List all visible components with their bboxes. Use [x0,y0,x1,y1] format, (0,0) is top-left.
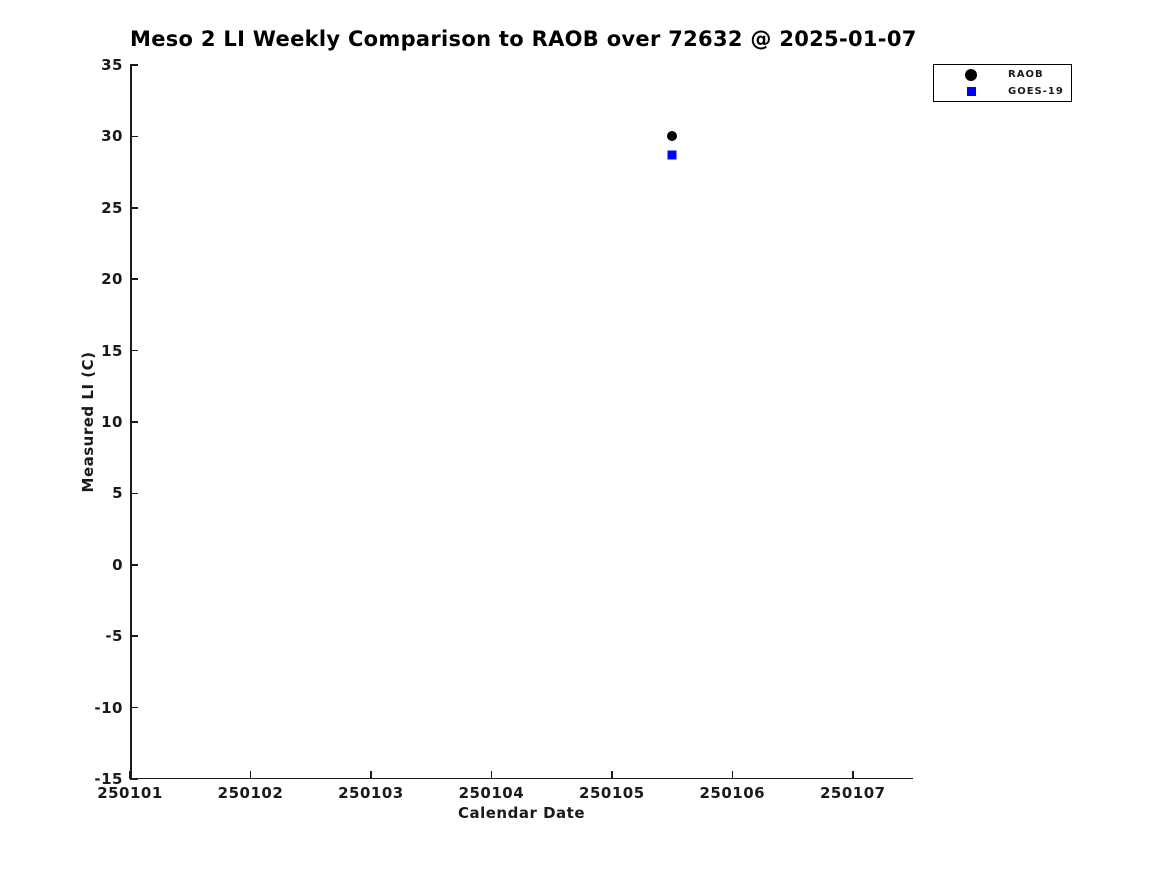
y-tick-mark [130,207,138,209]
x-tick-label: 250103 [338,784,404,802]
legend-marker-cell [934,68,1008,81]
y-tick-label: 5 [112,484,123,503]
y-tick-mark [130,635,138,637]
x-tick-label: 250106 [699,784,766,802]
legend-row-raob: RAOB [934,68,1071,82]
x-tick-mark [129,771,131,779]
y-tick-label: -10 [94,698,123,717]
chart-title: Meso 2 LI Weekly Comparison to RAOB over… [130,27,917,51]
y-tick-mark [130,564,138,566]
x-axis-spine [130,777,913,779]
square-marker-icon [966,86,976,96]
y-tick-label: -5 [105,627,123,646]
legend-label: RAOB [1008,69,1044,81]
legend-marker-cell [934,86,1008,96]
x-axis-label: Calendar Date [457,804,586,822]
circle-marker-icon [965,68,977,81]
y-tick-label: 0 [112,555,123,574]
data-point-raob [667,131,678,142]
x-tick-mark [611,771,613,779]
x-tick-mark [249,771,252,779]
x-tick-mark [852,771,854,779]
x-tick-label: 250102 [217,784,284,802]
data-point-goes-19 [667,150,677,160]
y-tick-label: 20 [101,270,123,289]
y-tick-label: -15 [94,770,123,788]
y-tick-label: 15 [101,341,123,360]
legend-label: GOES-19 [1008,85,1064,97]
y-tick-mark [130,421,138,423]
legend-entries: RAOB GOES-19 [934,65,1071,101]
y-tick-mark [130,135,138,138]
x-tick-mark [490,771,493,779]
y-tick-mark [130,349,138,352]
plot-area: -15 -10 -5 0 5 10 15 20 25 30 35 250101 250102 25010… [94,56,913,802]
x-tick-label: 250105 [579,784,645,802]
legend: RAOB GOES-19 [933,64,1072,102]
y-tick-label: 35 [101,56,123,74]
y-tick-label: 10 [101,413,123,431]
y-tick-mark [130,706,138,709]
y-tick-label: 25 [101,198,123,217]
x-tick-label: 250107 [819,784,886,802]
x-tick-label: 250104 [458,784,525,802]
y-tick-mark [130,778,138,780]
x-tick-label: 250101 [97,784,163,802]
y-tick-mark [130,64,138,66]
y-tick-mark [130,278,138,280]
x-tick-mark [370,771,372,779]
x-tick-mark [731,771,734,779]
y-tick-mark [130,492,138,495]
y-tick-label: 30 [101,127,123,146]
legend-row-goes-19: GOES-19 [934,84,1071,98]
